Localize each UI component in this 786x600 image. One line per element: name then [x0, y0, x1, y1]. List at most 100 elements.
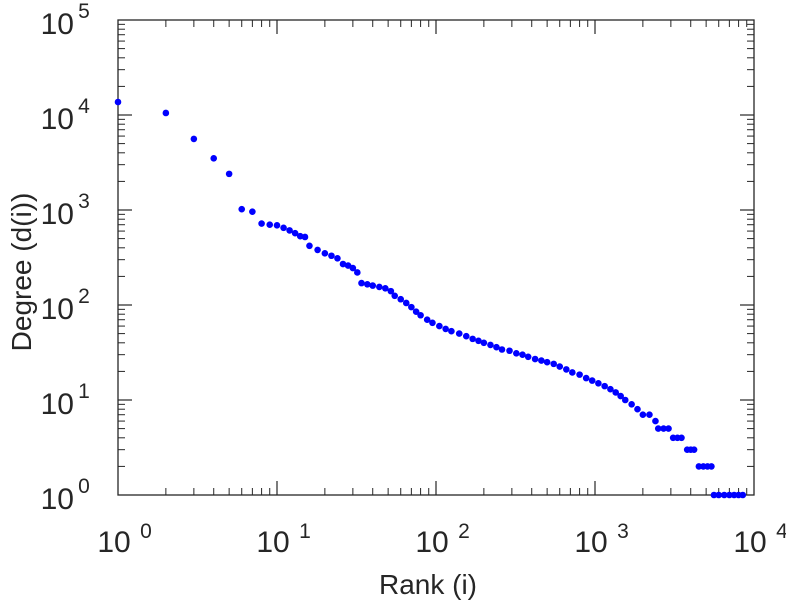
x-tick-exponent: 4 — [776, 520, 786, 543]
x-tick-exponent: 1 — [299, 520, 311, 543]
data-point — [210, 155, 218, 162]
data-point — [190, 135, 198, 143]
data-point — [607, 385, 614, 393]
data-point — [576, 371, 583, 378]
data-point — [354, 269, 361, 276]
data-point — [628, 401, 635, 408]
data-point — [328, 252, 335, 260]
data-point — [469, 335, 476, 343]
data-point — [382, 284, 389, 292]
data-point — [442, 325, 449, 333]
data-point — [162, 109, 170, 117]
y-axis-label: Degree (d(i)) — [6, 193, 37, 352]
data-point — [306, 242, 313, 250]
data-point — [364, 281, 371, 288]
x-tick-label: 10 — [97, 526, 130, 559]
data-point — [563, 366, 570, 373]
data-point — [402, 299, 410, 307]
data-point — [273, 222, 281, 229]
data-point — [448, 327, 455, 335]
data-point — [114, 98, 122, 106]
data-point — [391, 292, 399, 300]
data-point — [225, 170, 233, 178]
data-point — [480, 339, 488, 347]
y-tick-label: 10 — [41, 388, 74, 421]
data-points — [114, 98, 747, 499]
y-tick-label: 10 — [41, 103, 74, 136]
data-point — [612, 389, 620, 396]
data-point — [524, 353, 532, 361]
data-point — [376, 283, 383, 291]
data-point — [678, 434, 685, 442]
data-point — [314, 246, 321, 254]
y-tick-exponent: 3 — [78, 190, 90, 213]
data-point — [301, 233, 309, 241]
y-tick-exponent: 4 — [78, 95, 90, 118]
y-tick-exponent: 0 — [78, 475, 90, 498]
data-point — [475, 337, 482, 345]
data-point — [417, 311, 424, 319]
data-point — [550, 360, 558, 368]
y-tick-label: 10 — [41, 8, 74, 41]
data-point — [423, 316, 431, 324]
x-tick-label: 10 — [256, 526, 289, 559]
data-point — [720, 491, 728, 499]
major-ticks — [118, 20, 754, 495]
data-point — [249, 208, 256, 215]
data-point — [556, 363, 564, 370]
x-tick-label: 10 — [574, 526, 607, 559]
data-point — [543, 358, 551, 366]
x-axis-label: Rank (i) — [379, 569, 477, 600]
data-point — [339, 260, 347, 268]
data-point — [601, 382, 608, 390]
data-point — [291, 229, 299, 237]
data-point — [280, 224, 287, 232]
data-point — [519, 351, 526, 358]
data-point — [665, 425, 672, 432]
data-point — [358, 279, 365, 287]
data-point — [369, 282, 377, 289]
x-tick-exponent: 0 — [140, 520, 152, 543]
data-point — [429, 319, 436, 327]
data-point — [286, 227, 293, 234]
y-tick-label: 10 — [41, 293, 74, 326]
x-tick-exponent: 2 — [458, 520, 470, 543]
data-point — [634, 405, 641, 413]
data-point — [569, 369, 576, 376]
x-tick-exponent: 3 — [617, 520, 629, 543]
data-point — [493, 343, 500, 351]
data-point — [455, 330, 463, 337]
data-point — [436, 322, 443, 330]
data-point — [538, 357, 545, 364]
data-point — [387, 287, 395, 295]
x-tick-labels: 10 0 10 1 10 2 10 3 10 4 — [97, 520, 786, 559]
data-point — [646, 411, 653, 419]
x-tick-label: 10 — [733, 526, 766, 559]
data-point — [595, 379, 602, 387]
y-tick-exponent: 1 — [78, 380, 90, 403]
y-tick-label: 10 — [41, 198, 74, 231]
data-point — [715, 491, 723, 499]
data-point — [334, 255, 341, 262]
data-point — [321, 250, 329, 257]
data-point — [487, 341, 494, 349]
data-point — [397, 295, 405, 303]
data-point — [652, 417, 659, 425]
data-point — [258, 220, 265, 227]
data-point — [462, 332, 470, 340]
data-point — [726, 491, 733, 499]
data-point — [660, 425, 667, 432]
data-point — [588, 377, 596, 384]
x-tick-label: 10 — [415, 526, 448, 559]
data-point — [739, 491, 747, 499]
data-point — [690, 446, 698, 453]
data-point — [710, 491, 718, 499]
y-tick-label: 10 — [41, 483, 74, 516]
data-point — [531, 355, 539, 363]
data-point — [349, 264, 357, 272]
data-point — [621, 396, 629, 404]
data-point — [708, 463, 715, 470]
